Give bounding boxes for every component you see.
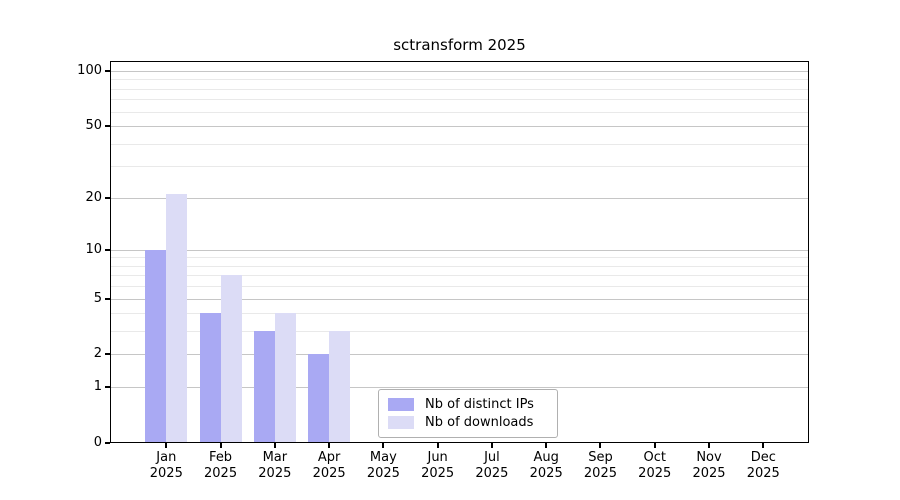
bar-downloads: [220, 275, 242, 443]
y-tick-mark: [105, 297, 110, 300]
x-tick-mark: [653, 443, 656, 448]
x-tick-mark: [599, 443, 602, 448]
x-tick-mark: [436, 443, 439, 448]
y-tick-label: 0: [93, 435, 102, 450]
bar-downloads: [274, 313, 296, 443]
gridline-minor: [110, 88, 809, 90]
x-tick-label: Feb 2025: [204, 450, 238, 481]
plot-area: [110, 61, 809, 443]
x-tick-label: Dec 2025: [746, 450, 780, 481]
y-tick-label: 5: [93, 290, 102, 306]
x-tick-mark: [708, 443, 710, 448]
y-tick-mark: [105, 442, 110, 444]
y-tick-label: 2: [93, 346, 102, 362]
y-tick-label: 1: [93, 379, 102, 395]
legend-entry-downloads: Nb of downloads: [387, 414, 549, 431]
bar-distinct-ips: [308, 354, 330, 443]
y-tick-mark: [105, 196, 110, 199]
gridline-major: [110, 197, 809, 199]
bar-distinct-ips: [145, 249, 167, 443]
legend-entry-distinct-ips: Nb of distinct IPs: [387, 396, 549, 413]
x-tick-label: Apr 2025: [312, 450, 346, 481]
gridline-minor: [110, 313, 809, 315]
gridline-minor: [110, 265, 809, 267]
legend-label-distinct-ips: Nb of distinct IPs: [425, 396, 534, 412]
x-tick-label: Sep 2025: [583, 450, 617, 481]
x-tick-mark: [219, 443, 222, 448]
x-tick-label: Jul 2025: [475, 450, 509, 481]
gridline-minor: [110, 111, 809, 113]
gridline-major: [110, 249, 809, 251]
gridline-major: [110, 387, 809, 389]
y-tick-label: 100: [77, 63, 102, 78]
legend-label-downloads: Nb of downloads: [425, 415, 534, 431]
x-tick-label: Nov 2025: [692, 450, 726, 481]
bar-distinct-ips: [253, 331, 275, 443]
x-tick-mark: [545, 443, 548, 448]
gridline-minor: [110, 99, 809, 101]
gridline-minor: [110, 331, 809, 333]
x-tick-mark: [328, 443, 331, 448]
gridline-minor: [110, 257, 809, 259]
gridline-major: [110, 126, 809, 128]
gridline-major: [110, 298, 809, 300]
y-tick-mark: [105, 353, 110, 356]
x-tick-label: Jan 2025: [149, 450, 183, 481]
y-tick-label: 50: [85, 118, 102, 134]
y-tick-mark: [105, 248, 110, 251]
gridline-minor: [110, 143, 809, 145]
x-tick-label: Jun 2025: [421, 450, 455, 481]
gridline-minor: [110, 275, 809, 277]
bar-downloads: [166, 193, 188, 443]
x-tick-mark: [382, 443, 385, 448]
y-tick-mark: [105, 70, 110, 72]
x-tick-label: May 2025: [366, 450, 400, 481]
x-tick-mark: [490, 443, 493, 448]
bar-downloads: [329, 331, 351, 443]
y-tick-label: 10: [85, 241, 102, 257]
y-tick-mark: [105, 125, 110, 128]
gridline-minor: [110, 286, 809, 288]
y-tick-label: 20: [85, 189, 102, 205]
bar-distinct-ips: [199, 313, 221, 443]
x-tick-mark: [165, 443, 168, 448]
y-tick-mark: [105, 386, 110, 389]
gridline-major: [110, 71, 809, 72]
gridline-minor: [110, 166, 809, 168]
x-tick-mark: [762, 443, 765, 448]
x-tick-label: Aug 2025: [529, 450, 563, 481]
chart-title: sctransform 2025: [393, 36, 526, 54]
x-tick-label: Mar 2025: [258, 450, 292, 481]
legend: Nb of distinct IPs Nb of downloads: [378, 389, 558, 438]
gridline-major: [110, 354, 809, 356]
x-tick-mark: [273, 443, 276, 448]
legend-swatch-distinct-ips-icon: [388, 397, 414, 411]
legend-swatch-downloads-icon: [388, 416, 414, 430]
gridline-minor: [110, 79, 809, 81]
x-tick-label: Oct 2025: [638, 450, 672, 481]
